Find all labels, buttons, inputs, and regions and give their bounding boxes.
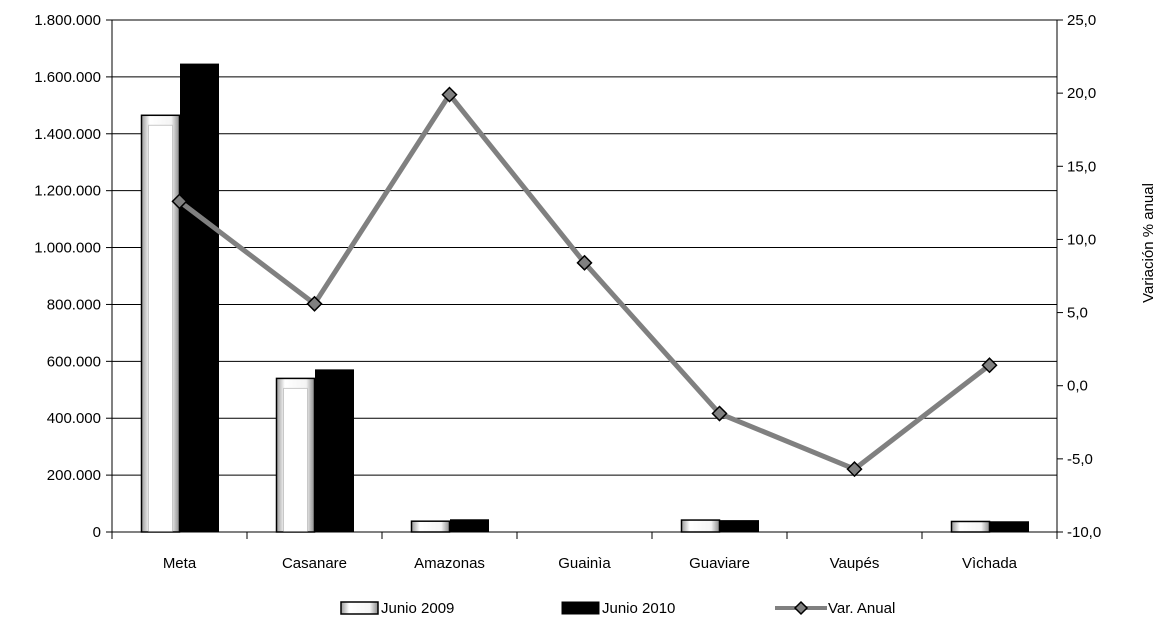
legend-label-junio-2009: Junio 2009 [381,600,454,617]
category-label: Casanare [282,555,347,572]
bar-junio-2010 [990,521,1029,533]
right-axis-title: Variación % anual [1140,183,1157,303]
legend-swatch-junio-2009 [340,601,379,615]
right-tick-label: 0,0 [1067,378,1088,395]
right-tick-label: 5,0 [1067,305,1088,322]
bar-junio-2010 [450,519,489,533]
bars [140,63,1029,533]
var-anual-marker [441,86,458,103]
right-tick-label: 25,0 [1067,12,1096,29]
left-tick-label: 1.200.000 [34,183,101,200]
category-label: Vaupés [830,555,880,572]
left-tick-label: 0 [93,524,101,541]
bar-junio-2010 [315,369,354,533]
category-label: Amazonas [414,555,485,572]
category-label: Guaviare [689,555,750,572]
left-tick-label: 1.600.000 [34,69,101,86]
right-tick-label: -10,0 [1067,524,1101,541]
right-tick-label: 20,0 [1067,85,1096,102]
right-axis-ticks: -10,0 -5,0 0,0 5,0 10,0 15,0 20,0 25,0 [1057,12,1101,541]
legend-label-junio-2010: Junio 2010 [602,600,675,617]
left-tick-label: 200.000 [47,467,101,484]
bar-junio-2010 [180,63,219,533]
legend-swatch-junio-2010 [561,601,600,615]
var-anual-marker [576,254,593,271]
left-tick-label: 400.000 [47,410,101,427]
var-anual-marker [171,193,188,210]
bar-junio-2010 [720,520,759,533]
right-tick-label: 15,0 [1067,158,1096,175]
left-tick-label: 1.800.000 [34,12,101,29]
legend-marker-var-anual [793,600,809,616]
bar-junio-2009 [680,519,721,533]
right-tick-label: -5,0 [1067,451,1093,468]
category-label: Vìchada [962,555,1018,572]
bar-junio-2009-face [283,387,308,533]
category-labels: Meta Casanare Amazonas Guainìa Guaviare Vaupé… [163,555,1018,572]
var-anual-marker [306,295,323,312]
left-tick-label: 800.000 [47,296,101,313]
var-anual-marker [711,405,728,422]
bar-junio-2009-face [148,124,173,533]
category-label: Guainìa [558,555,611,572]
left-tick-label: 600.000 [47,353,101,370]
var-anual-marker [846,461,863,478]
right-tick-label: 10,0 [1067,231,1096,248]
left-axis-ticks: 0 200.000 400.000 600.000 800.000 1.000.000 1.… [34,12,112,541]
bar-junio-2009 [410,520,451,533]
left-tick-label: 1.000.000 [34,240,101,257]
legend-label-var-anual: Var. Anual [828,600,895,617]
bar-junio-2009 [950,520,991,533]
legend: Junio 2009 Junio 2010 Var. Anual [340,600,895,617]
category-label: Meta [163,555,197,572]
var-anual-marker [981,357,998,374]
variation-line [171,86,998,478]
left-tick-label: 1.400.000 [34,126,101,143]
gridlines [112,19,1057,476]
axes [111,20,1058,539]
